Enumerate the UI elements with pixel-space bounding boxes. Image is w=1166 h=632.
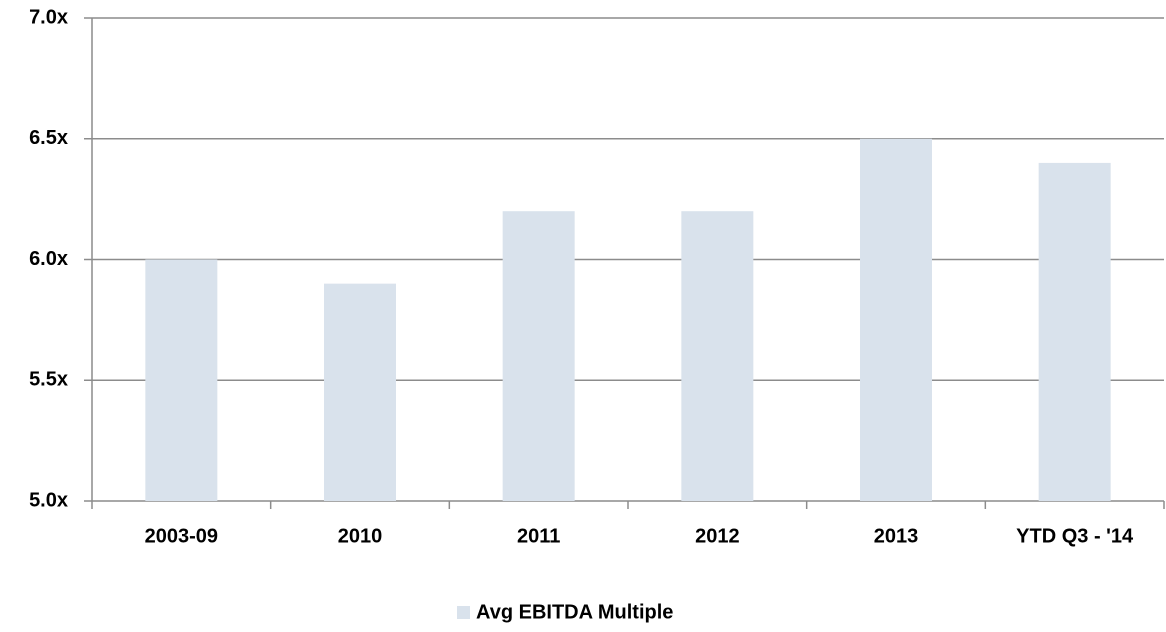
x-tick-label: YTD Q3 - '14: [1016, 525, 1134, 547]
bar: [860, 138, 932, 501]
legend-label: Avg EBITDA Multiple: [476, 601, 673, 623]
x-tick-label: 2011: [517, 525, 560, 547]
y-tick-label: 6.0x: [29, 248, 68, 270]
x-tick-label: 2013: [874, 525, 919, 547]
y-tick-label: 5.0x: [29, 489, 68, 511]
bar: [502, 211, 575, 501]
x-tick-label: 2010: [338, 525, 383, 547]
y-tick-label: 5.5x: [29, 369, 68, 391]
bar: [1038, 162, 1111, 501]
x-tick-label: 2003-09: [145, 525, 218, 547]
legend-swatch: [457, 606, 470, 619]
y-tick-label: 7.0x: [29, 6, 68, 28]
bar: [681, 211, 754, 501]
bar: [324, 283, 396, 501]
y-tick-label: 6.5x: [29, 127, 68, 149]
bar: [145, 259, 218, 501]
x-tick-label: 2012: [695, 525, 740, 547]
